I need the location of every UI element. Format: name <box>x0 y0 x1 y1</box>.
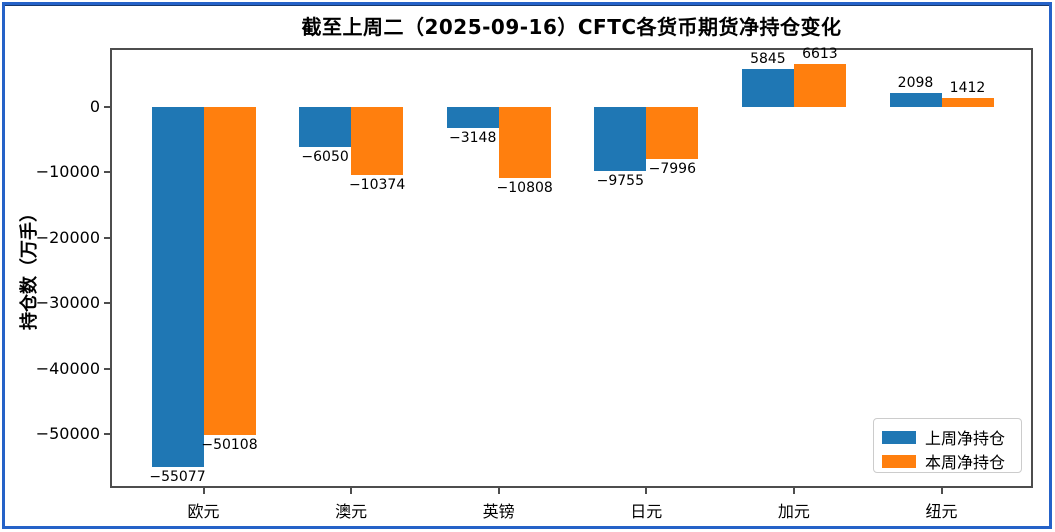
y-tick-label: 0 <box>89 97 100 116</box>
legend-swatch-this-week <box>882 454 916 468</box>
y-tick-mark <box>104 171 110 174</box>
legend-swatch-last-week <box>882 430 916 444</box>
y-tick-mark <box>104 236 110 239</box>
x-tick-mark <box>940 488 943 494</box>
bar-加元-1 <box>793 63 846 107</box>
bar-value-label: −3148 <box>449 129 497 146</box>
y-tick-mark <box>104 433 110 435</box>
bar-value-label: −10374 <box>348 176 406 193</box>
x-tick-label: 加元 <box>777 502 810 521</box>
bar-value-label: −55077 <box>149 469 206 486</box>
bar-value-label: 2098 <box>897 75 934 92</box>
bar-value-label: −6050 <box>301 148 349 165</box>
y-tick-label: −10000 <box>35 162 100 182</box>
x-tick-label: 纽元 <box>925 502 958 521</box>
x-tick-label: 欧元 <box>187 502 220 521</box>
legend-label-last-week: 上周净持仓 <box>925 429 1006 448</box>
bar-value-label: 6613 <box>802 45 838 62</box>
legend-item-this-week: 本周净持仓 <box>882 449 1013 473</box>
bar-英镑-0 <box>446 107 499 128</box>
y-tick-label: −20000 <box>35 227 100 247</box>
bar-澳元-0 <box>299 107 352 147</box>
bar-澳元-1 <box>351 107 404 175</box>
bar-加元-0 <box>741 68 794 107</box>
bar-value-label: −10808 <box>496 179 553 196</box>
x-tick-mark <box>350 488 353 494</box>
y-tick-label: −50000 <box>35 424 100 443</box>
y-tick-label: −30000 <box>35 293 100 313</box>
bar-欧元-0 <box>151 107 204 468</box>
x-tick-label: 英镑 <box>482 502 515 521</box>
bar-value-label: −9755 <box>596 172 644 189</box>
chart-title: 截至上周二（2025-09-16）CFTC各货币期货净持仓变化 <box>301 15 842 39</box>
x-tick-mark <box>792 488 795 494</box>
plot-area <box>110 48 1033 488</box>
legend: 上周净持仓 本周净持仓 <box>873 418 1022 473</box>
y-tick-mark <box>104 367 110 370</box>
bar-value-label: 1412 <box>949 79 986 96</box>
bar-value-label: 5845 <box>750 50 786 67</box>
bar-日元-0 <box>594 107 647 171</box>
x-tick-mark <box>645 488 648 494</box>
bar-纽元-0 <box>889 93 942 107</box>
bar-日元-1 <box>646 107 699 160</box>
x-tick-mark <box>497 488 500 494</box>
y-tick-label: −40000 <box>35 358 100 378</box>
legend-item-last-week: 上周净持仓 <box>882 425 1013 449</box>
bar-value-label: −7996 <box>648 161 696 178</box>
x-tick-label: 日元 <box>630 502 663 521</box>
y-tick-mark <box>104 106 110 108</box>
bar-纽元-1 <box>941 97 994 107</box>
bar-value-label: −50108 <box>201 436 258 453</box>
bar-欧元-1 <box>203 107 256 435</box>
x-tick-label: 澳元 <box>335 502 368 521</box>
y-tick-mark <box>104 302 110 305</box>
bar-英镑-1 <box>498 107 551 178</box>
legend-label-this-week: 本周净持仓 <box>925 453 1006 472</box>
x-tick-mark <box>202 488 205 494</box>
y-axis-label: 持仓数（万手） <box>19 204 40 330</box>
